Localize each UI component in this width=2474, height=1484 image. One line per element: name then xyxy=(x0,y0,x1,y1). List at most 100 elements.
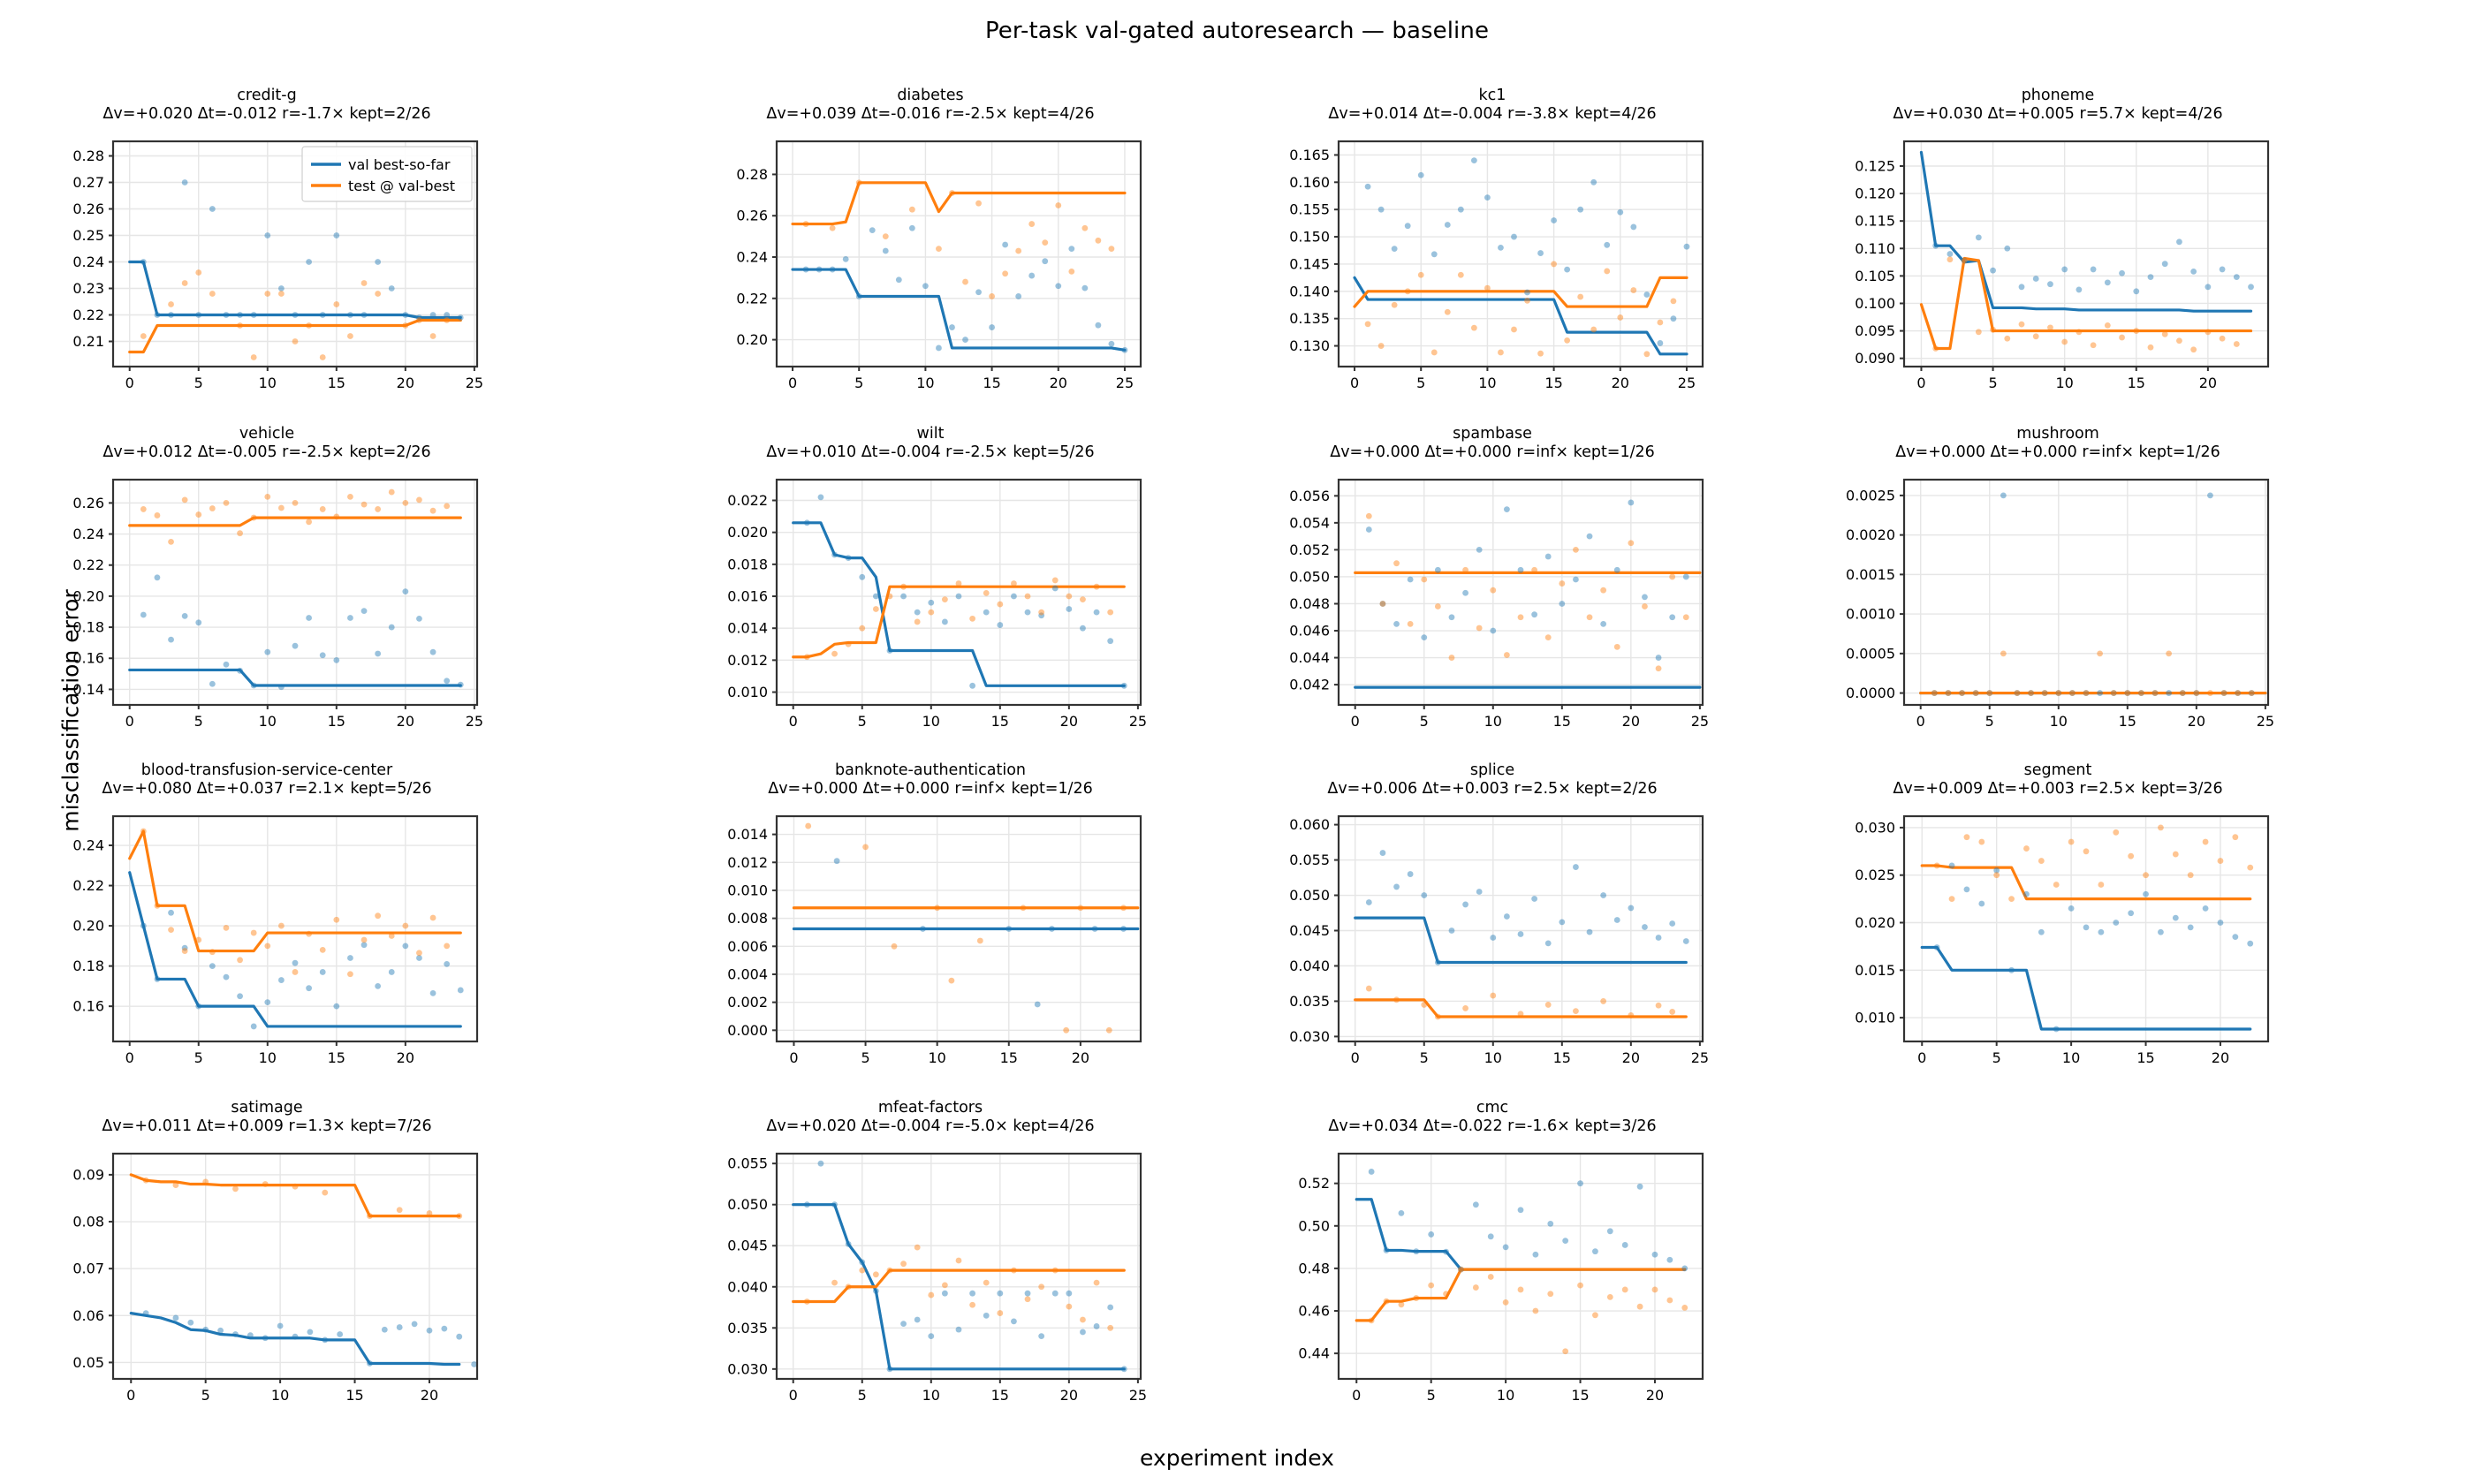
gridlines xyxy=(113,1154,477,1379)
subplot-title-block: segment Δv=+0.009 Δt=+0.003 r=2.5× kept=3… xyxy=(1839,761,2277,798)
svg-text:0.06: 0.06 xyxy=(72,1307,104,1324)
subplot-kc1: kc1 Δv=+0.014 Δt=-0.004 r=-3.8× kept=4/26… xyxy=(1273,87,1711,407)
svg-text:20: 20 xyxy=(1050,375,1067,391)
subplot-title-block: mushroom Δv=+0.000 Δt=+0.000 r=inf× kept=… xyxy=(1839,425,2277,461)
subplot-segment: segment Δv=+0.009 Δt=+0.003 r=2.5× kept=3… xyxy=(1839,761,2277,1082)
line-test-at-val-best xyxy=(128,829,462,953)
plot-area-spambase: 0 5 10 15 20 25 0.042 0.044 0.046 0.048 0.050 0.052… xyxy=(1289,478,1709,730)
svg-text:0.015: 0.015 xyxy=(1855,962,1895,979)
gridlines xyxy=(1904,141,2268,367)
svg-text:0.018: 0.018 xyxy=(727,556,768,572)
svg-text:0.145: 0.145 xyxy=(1289,255,1330,272)
svg-text:5: 5 xyxy=(1985,713,1994,730)
subplot-title: mushroom xyxy=(2016,425,2099,443)
svg-text:15: 15 xyxy=(345,1387,363,1404)
plot-area-splice: 0 5 10 15 20 25 0.030 0.035 0.040 0.045 0.050 0.055… xyxy=(1289,814,1709,1066)
axes-frame xyxy=(1337,478,1704,707)
subplot-stats-line: Δv=+0.009 Δt=+0.003 r=2.5× kept=3/26 xyxy=(1893,779,2223,798)
svg-text:0.000: 0.000 xyxy=(727,1022,768,1039)
svg-text:0.016: 0.016 xyxy=(727,588,768,605)
legend-label: test @ val-best xyxy=(348,178,455,194)
scatter-test-points xyxy=(1365,512,1689,672)
scatter-test-points xyxy=(142,1177,463,1220)
svg-text:0.05: 0.05 xyxy=(72,1354,104,1371)
scatter-test-points xyxy=(1932,256,2240,353)
scatter-val-points xyxy=(1932,234,2254,295)
line-test-at-val-best xyxy=(792,1268,1126,1304)
plot-area-mfeat-factors: 0 5 10 15 20 25 0.030 0.035 0.040 0.045 0.050 0.055 xyxy=(727,1152,1147,1404)
svg-text:5: 5 xyxy=(1427,1387,1436,1404)
subplot-title-block: wilt Δv=+0.010 Δt=-0.004 r=-2.5× kept=5/2… xyxy=(711,425,1150,461)
scatter-test-points xyxy=(1931,650,2255,696)
axis-ticks: 0 5 10 15 20 0.16 0.18 0.20 0.22 0.24 xyxy=(72,837,414,1066)
svg-text:0.095: 0.095 xyxy=(1855,322,1895,339)
scatter-val-points xyxy=(833,858,1127,1008)
subplot-title-block: diabetes Δv=+0.039 Δt=-0.016 r=-2.5× kept… xyxy=(711,87,1150,123)
svg-text:0.035: 0.035 xyxy=(1289,993,1330,1010)
subplot-stats-line: Δv=+0.006 Δt=+0.003 r=2.5× kept=2/26 xyxy=(1327,779,1658,798)
line-val-best-so-far xyxy=(128,260,462,320)
svg-text:0: 0 xyxy=(125,1049,134,1066)
axis-ticks: 0 5 10 15 20 25 0.030 0.035 0.040 0.045 0.050 0.055 xyxy=(727,1155,1147,1404)
subplot-spambase: spambase Δv=+0.000 Δt=+0.000 r=inf× kept=… xyxy=(1273,425,1711,746)
scatter-val-points xyxy=(140,574,464,691)
axes-frame xyxy=(775,140,1142,368)
plot-area-diabetes: 0 5 10 15 20 25 0.20 0.22 0.24 0.26 0.28 xyxy=(736,140,1142,391)
svg-text:0.22: 0.22 xyxy=(736,290,768,307)
scatter-val-points xyxy=(802,224,1128,353)
subplot-title: banknote-authentication xyxy=(834,761,1026,779)
subplot-diabetes: diabetes Δv=+0.039 Δt=-0.016 r=-2.5× kept… xyxy=(711,87,1150,407)
subplot-title-block: banknote-authentication Δv=+0.000 Δt=+0.0… xyxy=(711,761,1150,798)
svg-text:0.26: 0.26 xyxy=(72,201,104,217)
svg-text:0.130: 0.130 xyxy=(1289,337,1330,354)
svg-text:15: 15 xyxy=(328,1049,345,1066)
svg-text:20: 20 xyxy=(1612,375,1629,391)
svg-text:0: 0 xyxy=(1350,375,1359,391)
svg-text:0: 0 xyxy=(788,375,797,391)
plot-area-phoneme: 0 5 10 15 20 0.090 0.095 0.100 0.105 0.110 0.115 0.… xyxy=(1855,140,2270,391)
svg-text:0.044: 0.044 xyxy=(1289,649,1330,666)
svg-text:0.27: 0.27 xyxy=(72,174,104,191)
svg-text:0.014: 0.014 xyxy=(727,826,768,843)
svg-text:0: 0 xyxy=(1352,1387,1361,1404)
axes-frame xyxy=(1902,814,2270,1043)
scatter-val-points xyxy=(1368,1169,1689,1273)
scatter-test-points xyxy=(1365,985,1676,1020)
svg-text:20: 20 xyxy=(1622,713,1640,730)
plot-area-segment: 0 5 10 15 20 0.010 0.015 0.020 0.025 0.030 xyxy=(1855,814,2270,1066)
svg-text:0.24: 0.24 xyxy=(72,254,104,270)
axes-frame xyxy=(1337,814,1704,1043)
svg-text:10: 10 xyxy=(922,1387,940,1404)
svg-text:25: 25 xyxy=(1691,713,1709,730)
axis-ticks: 0 5 10 15 20 25 0.042 0.044 0.046 0.048 0.050 0.052… xyxy=(1289,488,1709,730)
subplot-cmc: cmc Δv=+0.034 Δt=-0.022 r=-1.6× kept=3/26… xyxy=(1273,1099,1711,1420)
svg-text:0: 0 xyxy=(1916,375,1925,391)
svg-text:0.025: 0.025 xyxy=(1855,867,1895,883)
svg-text:0.022: 0.022 xyxy=(727,492,768,509)
svg-text:20: 20 xyxy=(2188,713,2205,730)
axis-ticks: 0 5 10 15 20 25 0.130 0.135 0.140 0.145 0.150 0.155… xyxy=(1289,147,1696,391)
subplot-title: satimage xyxy=(231,1099,303,1117)
gridlines xyxy=(113,816,477,1041)
svg-text:0.28: 0.28 xyxy=(72,148,104,164)
subplot-wilt: wilt Δv=+0.010 Δt=-0.004 r=-2.5× kept=5/2… xyxy=(711,425,1150,746)
svg-text:0.048: 0.048 xyxy=(1289,595,1330,612)
line-val-best-so-far xyxy=(1919,150,2253,313)
scatter-val-points xyxy=(1365,850,1689,965)
line-test-at-val-best xyxy=(1353,276,1689,308)
svg-text:0: 0 xyxy=(1351,1049,1360,1066)
svg-text:0.23: 0.23 xyxy=(72,280,104,297)
svg-text:20: 20 xyxy=(421,1387,438,1404)
svg-text:0.22: 0.22 xyxy=(72,556,104,573)
scatter-val-points xyxy=(140,909,464,1030)
line-test-at-val-best xyxy=(129,1173,461,1218)
svg-text:15: 15 xyxy=(983,375,1000,391)
svg-text:10: 10 xyxy=(2055,375,2073,391)
subplot-title: segment xyxy=(2023,761,2092,779)
svg-text:0.48: 0.48 xyxy=(1298,1260,1330,1276)
svg-text:10: 10 xyxy=(928,1049,945,1066)
subplot-stats-line: Δv=+0.011 Δt=+0.009 r=1.3× kept=7/26 xyxy=(102,1117,432,1135)
svg-text:0.24: 0.24 xyxy=(72,526,104,542)
axes-frame xyxy=(111,478,479,707)
scatter-test-points xyxy=(803,577,1114,661)
